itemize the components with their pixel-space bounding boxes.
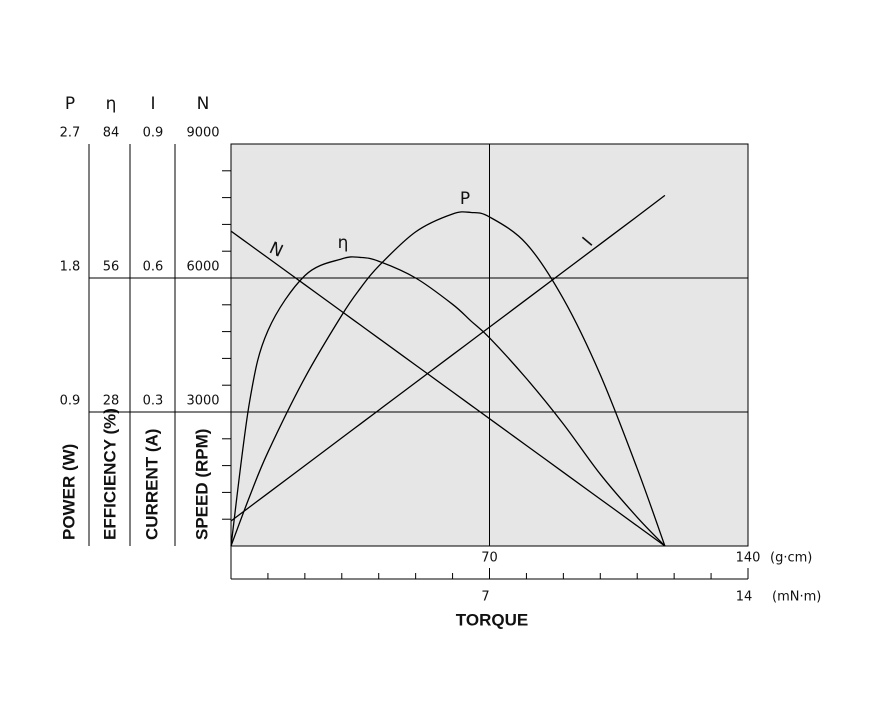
axis-symbol: P — [65, 94, 75, 114]
axis-title: POWER (W) — [59, 444, 78, 540]
curve-label: P — [460, 189, 470, 209]
y-tick-label: 0.9 — [143, 126, 164, 141]
axis-symbol: I — [150, 94, 155, 114]
x-tick-label: 70 — [481, 551, 498, 566]
curve — [230, 230, 666, 547]
curve — [230, 211, 666, 547]
curve — [230, 194, 666, 522]
curve — [230, 256, 666, 547]
axis-title: EFFICIENCY (%) — [100, 408, 119, 540]
x-axis-title: TORQUE — [456, 610, 528, 629]
x-tick-label: 140 — [736, 551, 761, 566]
y-tick-label: 56 — [103, 260, 120, 275]
axis-symbol: N — [197, 94, 210, 114]
y-tick-label: 84 — [103, 126, 120, 141]
y-tick-label: 2.7 — [60, 126, 81, 141]
x2-tick-label: 7 — [481, 590, 489, 605]
axis-title: SPEED (RPM) — [192, 429, 211, 540]
x2-unit: (mN·m) — [772, 590, 821, 605]
axis-symbol: η — [106, 94, 117, 114]
x-unit: (g·cm) — [770, 551, 812, 566]
y-tick-label: 9000 — [186, 126, 219, 141]
axis-title: CURRENT (A) — [142, 429, 161, 540]
y-tick-label: 3000 — [186, 394, 219, 409]
y-tick-label: 1.8 — [60, 260, 81, 275]
y-tick-label: 6000 — [186, 260, 219, 275]
y-tick-label: 0.3 — [143, 394, 164, 409]
x2-tick-label: 14 — [736, 590, 753, 605]
y-tick-label: 28 — [103, 394, 120, 409]
y-tick-label: 0.6 — [143, 260, 164, 275]
curve-label: η — [338, 233, 349, 253]
y-tick-label: 0.9 — [60, 394, 81, 409]
